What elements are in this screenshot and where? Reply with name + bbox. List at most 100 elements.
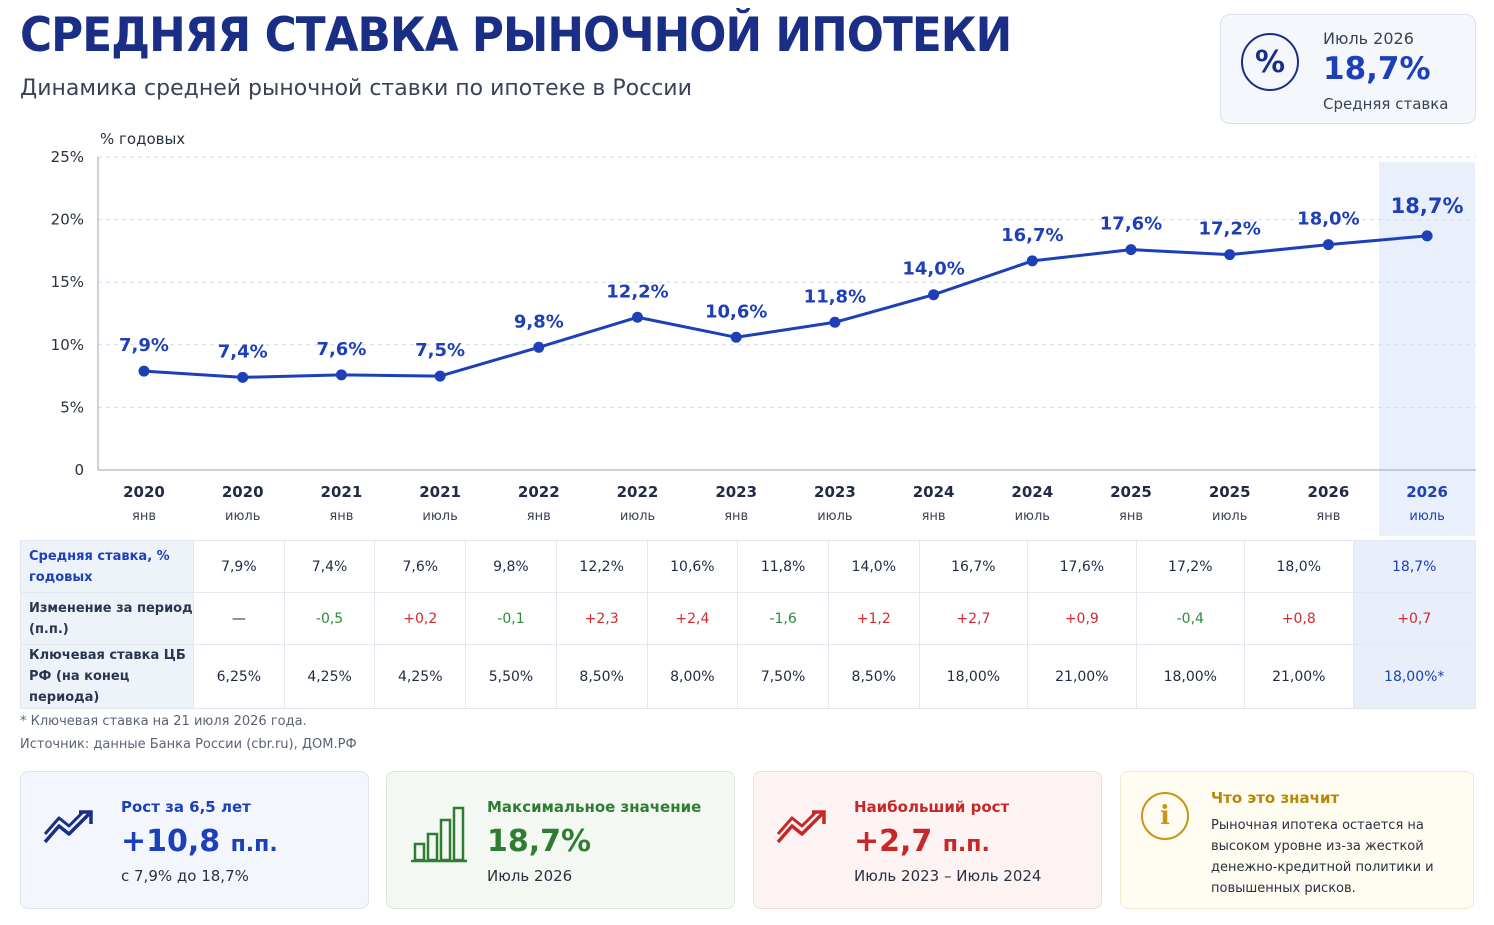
x-tick-year: 2023 (814, 483, 856, 501)
data-point (533, 341, 545, 353)
max-value: 18,7% (487, 824, 592, 859)
meaning-text: Рыночная ипотека остается на высоком уро… (1211, 818, 1434, 896)
table-cell: 6,25% (193, 644, 285, 709)
table-cell: 18,00%* (1352, 644, 1476, 709)
x-tick-year: 2021 (321, 483, 363, 501)
table-cell: 8,00% (646, 644, 739, 709)
y-tick-label: 25% (51, 148, 84, 166)
meaning-card: i Что это значит Рыночная ипотека остает… (1120, 771, 1474, 909)
table-cell: +2,4 (646, 592, 739, 645)
data-label: 18,7% (1391, 194, 1464, 218)
max-sub: Июль 2026 (487, 867, 573, 885)
table-cell: 21,00% (1027, 644, 1137, 709)
footnote: * Ключевая ставка на 21 июля 2026 года. (20, 714, 307, 729)
x-tick-month: янв (724, 509, 748, 524)
data-point (138, 365, 150, 377)
table-cell: 7,50% (737, 644, 829, 709)
biggest-growth-card: Наибольший рост +2,7 п.п. Июль 2023 – Ию… (753, 771, 1102, 909)
data-label: 12,2% (606, 281, 668, 302)
x-tick-month: июль (1212, 509, 1247, 524)
table-cell: +0,7 (1352, 592, 1476, 645)
growth-sub: с 7,9% до 18,7% (121, 867, 249, 885)
x-tick-year: 2020 (222, 483, 264, 501)
y-tick-label: 0 (74, 461, 84, 479)
biggest-growth-value: +2,7 п.п. (854, 824, 990, 859)
series-line (143, 234, 1428, 379)
info-icon: i (1141, 792, 1189, 840)
x-tick-year: 2025 (1110, 483, 1152, 501)
table-cell: 18,00% (918, 644, 1029, 709)
growth-label: Рост за 6,5 лет (121, 798, 251, 816)
data-label: 7,6% (316, 339, 366, 360)
table-row: Изменение за период (п.п.) — -0,5 +0,2 -0,1 +… (20, 592, 1476, 645)
data-point (730, 331, 742, 343)
table-cell: 7,9% (193, 540, 285, 593)
data-point (237, 371, 249, 383)
table-cell: 18,0% (1244, 540, 1354, 593)
table-cell: -0,1 (465, 592, 557, 645)
x-tick-year: 2024 (1011, 483, 1053, 501)
x-tick-month: янв (527, 509, 551, 524)
y-tick-label: 5% (60, 398, 84, 416)
table-cell: 7,6% (374, 540, 467, 593)
data-label: 9,8% (514, 311, 564, 332)
data-point (335, 369, 347, 381)
table-cell: 8,50% (555, 644, 648, 709)
trend-up-icon (43, 810, 93, 844)
page-title: СРЕДНЯЯ СТАВКА РЫНОЧНОЙ ИПОТЕКИ (20, 8, 1012, 63)
data-label: 10,6% (705, 301, 767, 322)
current-rate-period: Июль 2026 (1323, 29, 1414, 48)
table-cell: 9,8% (465, 540, 557, 593)
table-cell: +2,3 (555, 592, 648, 645)
biggest-growth-sub: Июль 2023 – Июль 2024 (854, 867, 1042, 885)
data-point (1125, 244, 1137, 256)
x-tick-year: 2026 (1308, 483, 1350, 501)
growth-value: +10,8 п.п. (121, 824, 278, 859)
row-label: Ключевая ставка ЦБ РФ (на конец периода) (20, 644, 194, 709)
table-cell: 8,50% (827, 644, 920, 709)
x-tick-month: июль (225, 509, 260, 524)
x-tick-month: июль (817, 509, 852, 524)
y-axis-label: % годовых (100, 130, 185, 148)
data-point (829, 316, 841, 328)
table-cell: 17,2% (1135, 540, 1246, 593)
percent-icon: % (1241, 33, 1299, 91)
meaning-label: Что это значит (1211, 789, 1340, 807)
table-cell: 7,4% (283, 540, 376, 593)
data-label: 7,4% (218, 341, 268, 362)
max-label: Максимальное значение (487, 798, 702, 816)
x-tick-month: янв (922, 509, 946, 524)
x-tick-month: янв (329, 509, 353, 524)
table-cell: 11,8% (737, 540, 829, 593)
x-tick-year: 2026 (1406, 483, 1448, 501)
table-cell: -1,6 (737, 592, 829, 645)
x-tick-year: 2022 (518, 483, 560, 501)
data-label: 11,8% (804, 286, 866, 307)
data-label: 18,0% (1297, 209, 1359, 230)
rate-line-chart: 0 5% 10% 15% 20% 25% % годовых 7,9% 2020 янв 7,4% 2… (51, 130, 1476, 536)
row-label: Изменение за период (п.п.) (20, 592, 194, 645)
data-label: 17,2% (1198, 219, 1260, 240)
x-tick-year: 2025 (1209, 483, 1251, 501)
table-cell: — (193, 592, 285, 645)
data-label: 7,5% (415, 340, 465, 361)
x-tick-month: янв (1119, 509, 1143, 524)
data-point (1322, 239, 1334, 251)
table-cell: -0,4 (1135, 592, 1246, 645)
table-cell: +0,2 (374, 592, 467, 645)
x-tick-year: 2020 (123, 483, 165, 501)
data-label: 14,0% (902, 259, 964, 280)
table-row: Средняя ставка, % годовых 7,9% 7,4% 7,6% 9,8… (20, 540, 1476, 593)
data-point (1224, 249, 1236, 261)
source-note: Источник: данные Банка России (cbr.ru), … (20, 737, 357, 752)
y-tick-label: 20% (51, 211, 84, 229)
table-cell: 16,7% (918, 540, 1029, 593)
data-point (928, 289, 940, 301)
x-tick-year: 2023 (715, 483, 757, 501)
y-tick-label: 15% (51, 273, 84, 291)
data-table: Средняя ставка, % годовых 7,9% 7,4% 7,6% 9,8… (20, 540, 1476, 709)
table-cell: 18,00% (1135, 644, 1246, 709)
table-cell: 14,0% (827, 540, 920, 593)
row-label: Средняя ставка, % годовых (20, 540, 194, 593)
max-card: Максимальное значение 18,7% Июль 2026 (386, 771, 735, 909)
